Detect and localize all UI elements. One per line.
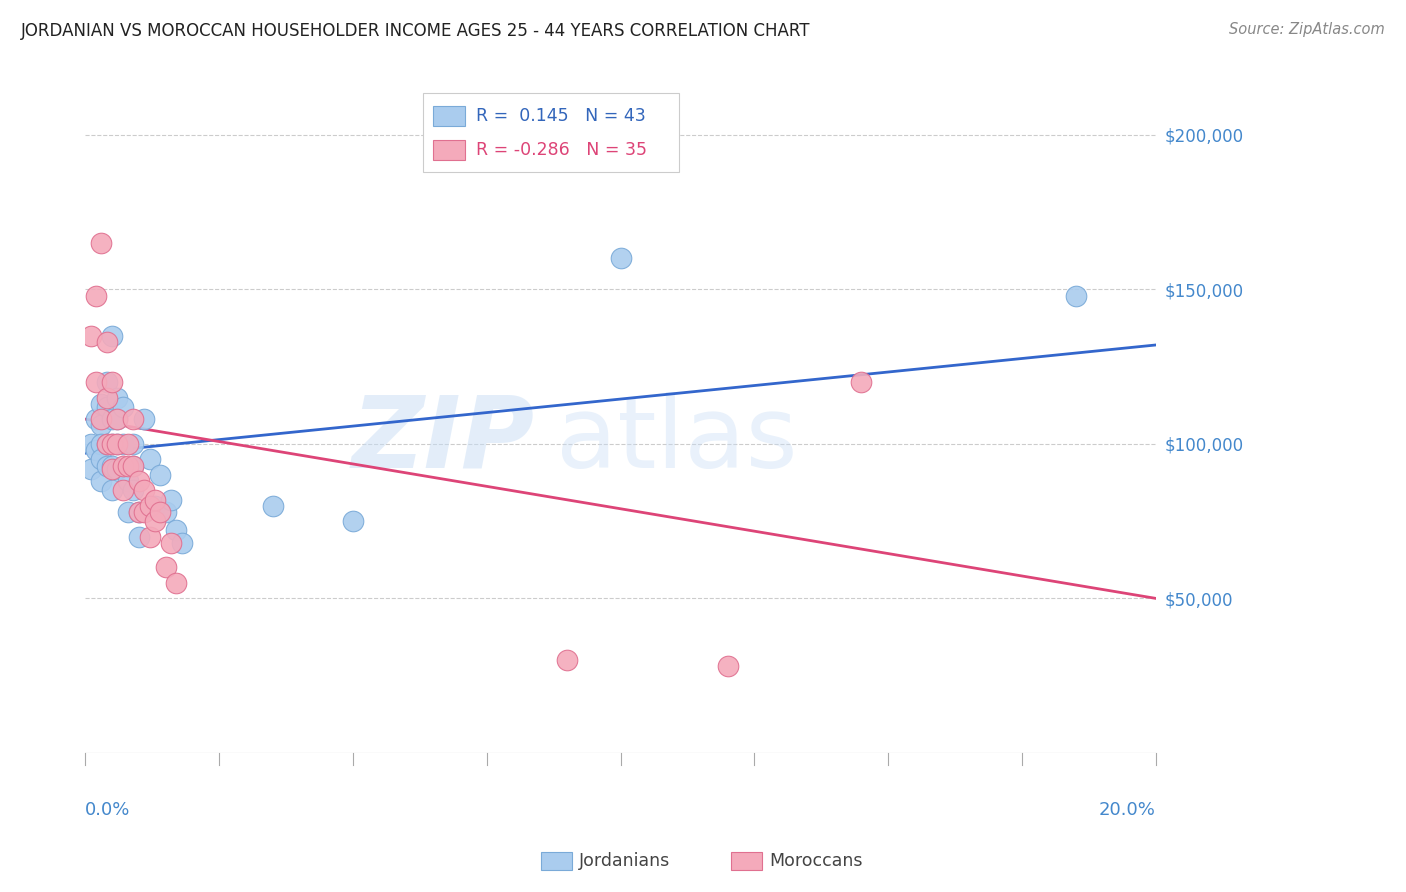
Point xyxy=(122,458,145,473)
Point xyxy=(107,412,129,426)
Point xyxy=(342,514,364,528)
Point xyxy=(609,252,631,266)
Point xyxy=(143,499,166,513)
Text: R = -0.286   N = 35: R = -0.286 N = 35 xyxy=(477,141,647,159)
FancyBboxPatch shape xyxy=(423,94,679,171)
Text: Jordanians: Jordanians xyxy=(579,852,671,870)
Point xyxy=(101,437,124,451)
Text: ZIP: ZIP xyxy=(352,392,534,489)
Point xyxy=(101,437,124,451)
Point xyxy=(96,391,118,405)
Point xyxy=(128,530,150,544)
Point xyxy=(262,499,284,513)
Point xyxy=(101,461,124,475)
Point xyxy=(90,474,112,488)
Point xyxy=(111,483,134,498)
Point xyxy=(111,458,134,473)
Point xyxy=(101,412,124,426)
Point xyxy=(84,288,107,302)
Point xyxy=(117,458,139,473)
Point xyxy=(96,400,118,414)
Point xyxy=(96,334,118,349)
Point xyxy=(79,461,101,475)
Point xyxy=(160,535,183,549)
Point xyxy=(101,375,124,389)
Point xyxy=(84,412,107,426)
Point xyxy=(138,452,160,467)
Point xyxy=(128,505,150,519)
Text: Source: ZipAtlas.com: Source: ZipAtlas.com xyxy=(1229,22,1385,37)
Point xyxy=(717,659,740,673)
Point xyxy=(90,418,112,433)
Point xyxy=(143,492,166,507)
Text: Moroccans: Moroccans xyxy=(769,852,863,870)
Point xyxy=(117,437,139,451)
Point xyxy=(107,412,129,426)
Point xyxy=(84,443,107,458)
Point xyxy=(90,437,112,451)
Point xyxy=(79,328,101,343)
Point xyxy=(101,483,124,498)
Point xyxy=(138,499,160,513)
Text: 20.0%: 20.0% xyxy=(1099,800,1156,819)
Point xyxy=(122,483,145,498)
Point xyxy=(143,514,166,528)
Point xyxy=(96,458,118,473)
Point xyxy=(117,505,139,519)
Point xyxy=(101,328,124,343)
Point xyxy=(160,492,183,507)
Point xyxy=(84,375,107,389)
Point xyxy=(555,653,578,667)
Point xyxy=(96,437,118,451)
Text: JORDANIAN VS MOROCCAN HOUSEHOLDER INCOME AGES 25 - 44 YEARS CORRELATION CHART: JORDANIAN VS MOROCCAN HOUSEHOLDER INCOME… xyxy=(21,22,811,40)
Point xyxy=(90,397,112,411)
Text: atlas: atlas xyxy=(557,392,799,489)
Point xyxy=(107,461,129,475)
Text: 0.0%: 0.0% xyxy=(86,800,131,819)
Point xyxy=(90,412,112,426)
Point xyxy=(128,474,150,488)
Point xyxy=(851,375,873,389)
Point xyxy=(96,375,118,389)
Text: R =  0.145   N = 43: R = 0.145 N = 43 xyxy=(477,107,645,125)
Point xyxy=(155,505,177,519)
Point xyxy=(134,483,156,498)
Point xyxy=(96,437,118,451)
Point xyxy=(134,505,156,519)
Point xyxy=(111,400,134,414)
Point xyxy=(165,576,187,591)
Point xyxy=(122,458,145,473)
Point xyxy=(122,412,145,426)
Point xyxy=(155,560,177,574)
Point xyxy=(107,437,129,451)
Point xyxy=(111,437,134,451)
Point xyxy=(122,437,145,451)
Point xyxy=(117,474,139,488)
Point xyxy=(138,530,160,544)
Point xyxy=(107,391,129,405)
Point xyxy=(149,467,172,482)
Point xyxy=(128,505,150,519)
FancyBboxPatch shape xyxy=(433,140,465,160)
Point xyxy=(90,452,112,467)
Point xyxy=(101,458,124,473)
Point xyxy=(134,412,156,426)
Point xyxy=(165,524,187,538)
Point xyxy=(107,437,129,451)
Point xyxy=(149,505,172,519)
Point xyxy=(79,437,101,451)
FancyBboxPatch shape xyxy=(433,105,465,126)
Point xyxy=(90,235,112,250)
Point xyxy=(170,535,193,549)
Point xyxy=(1064,288,1087,302)
